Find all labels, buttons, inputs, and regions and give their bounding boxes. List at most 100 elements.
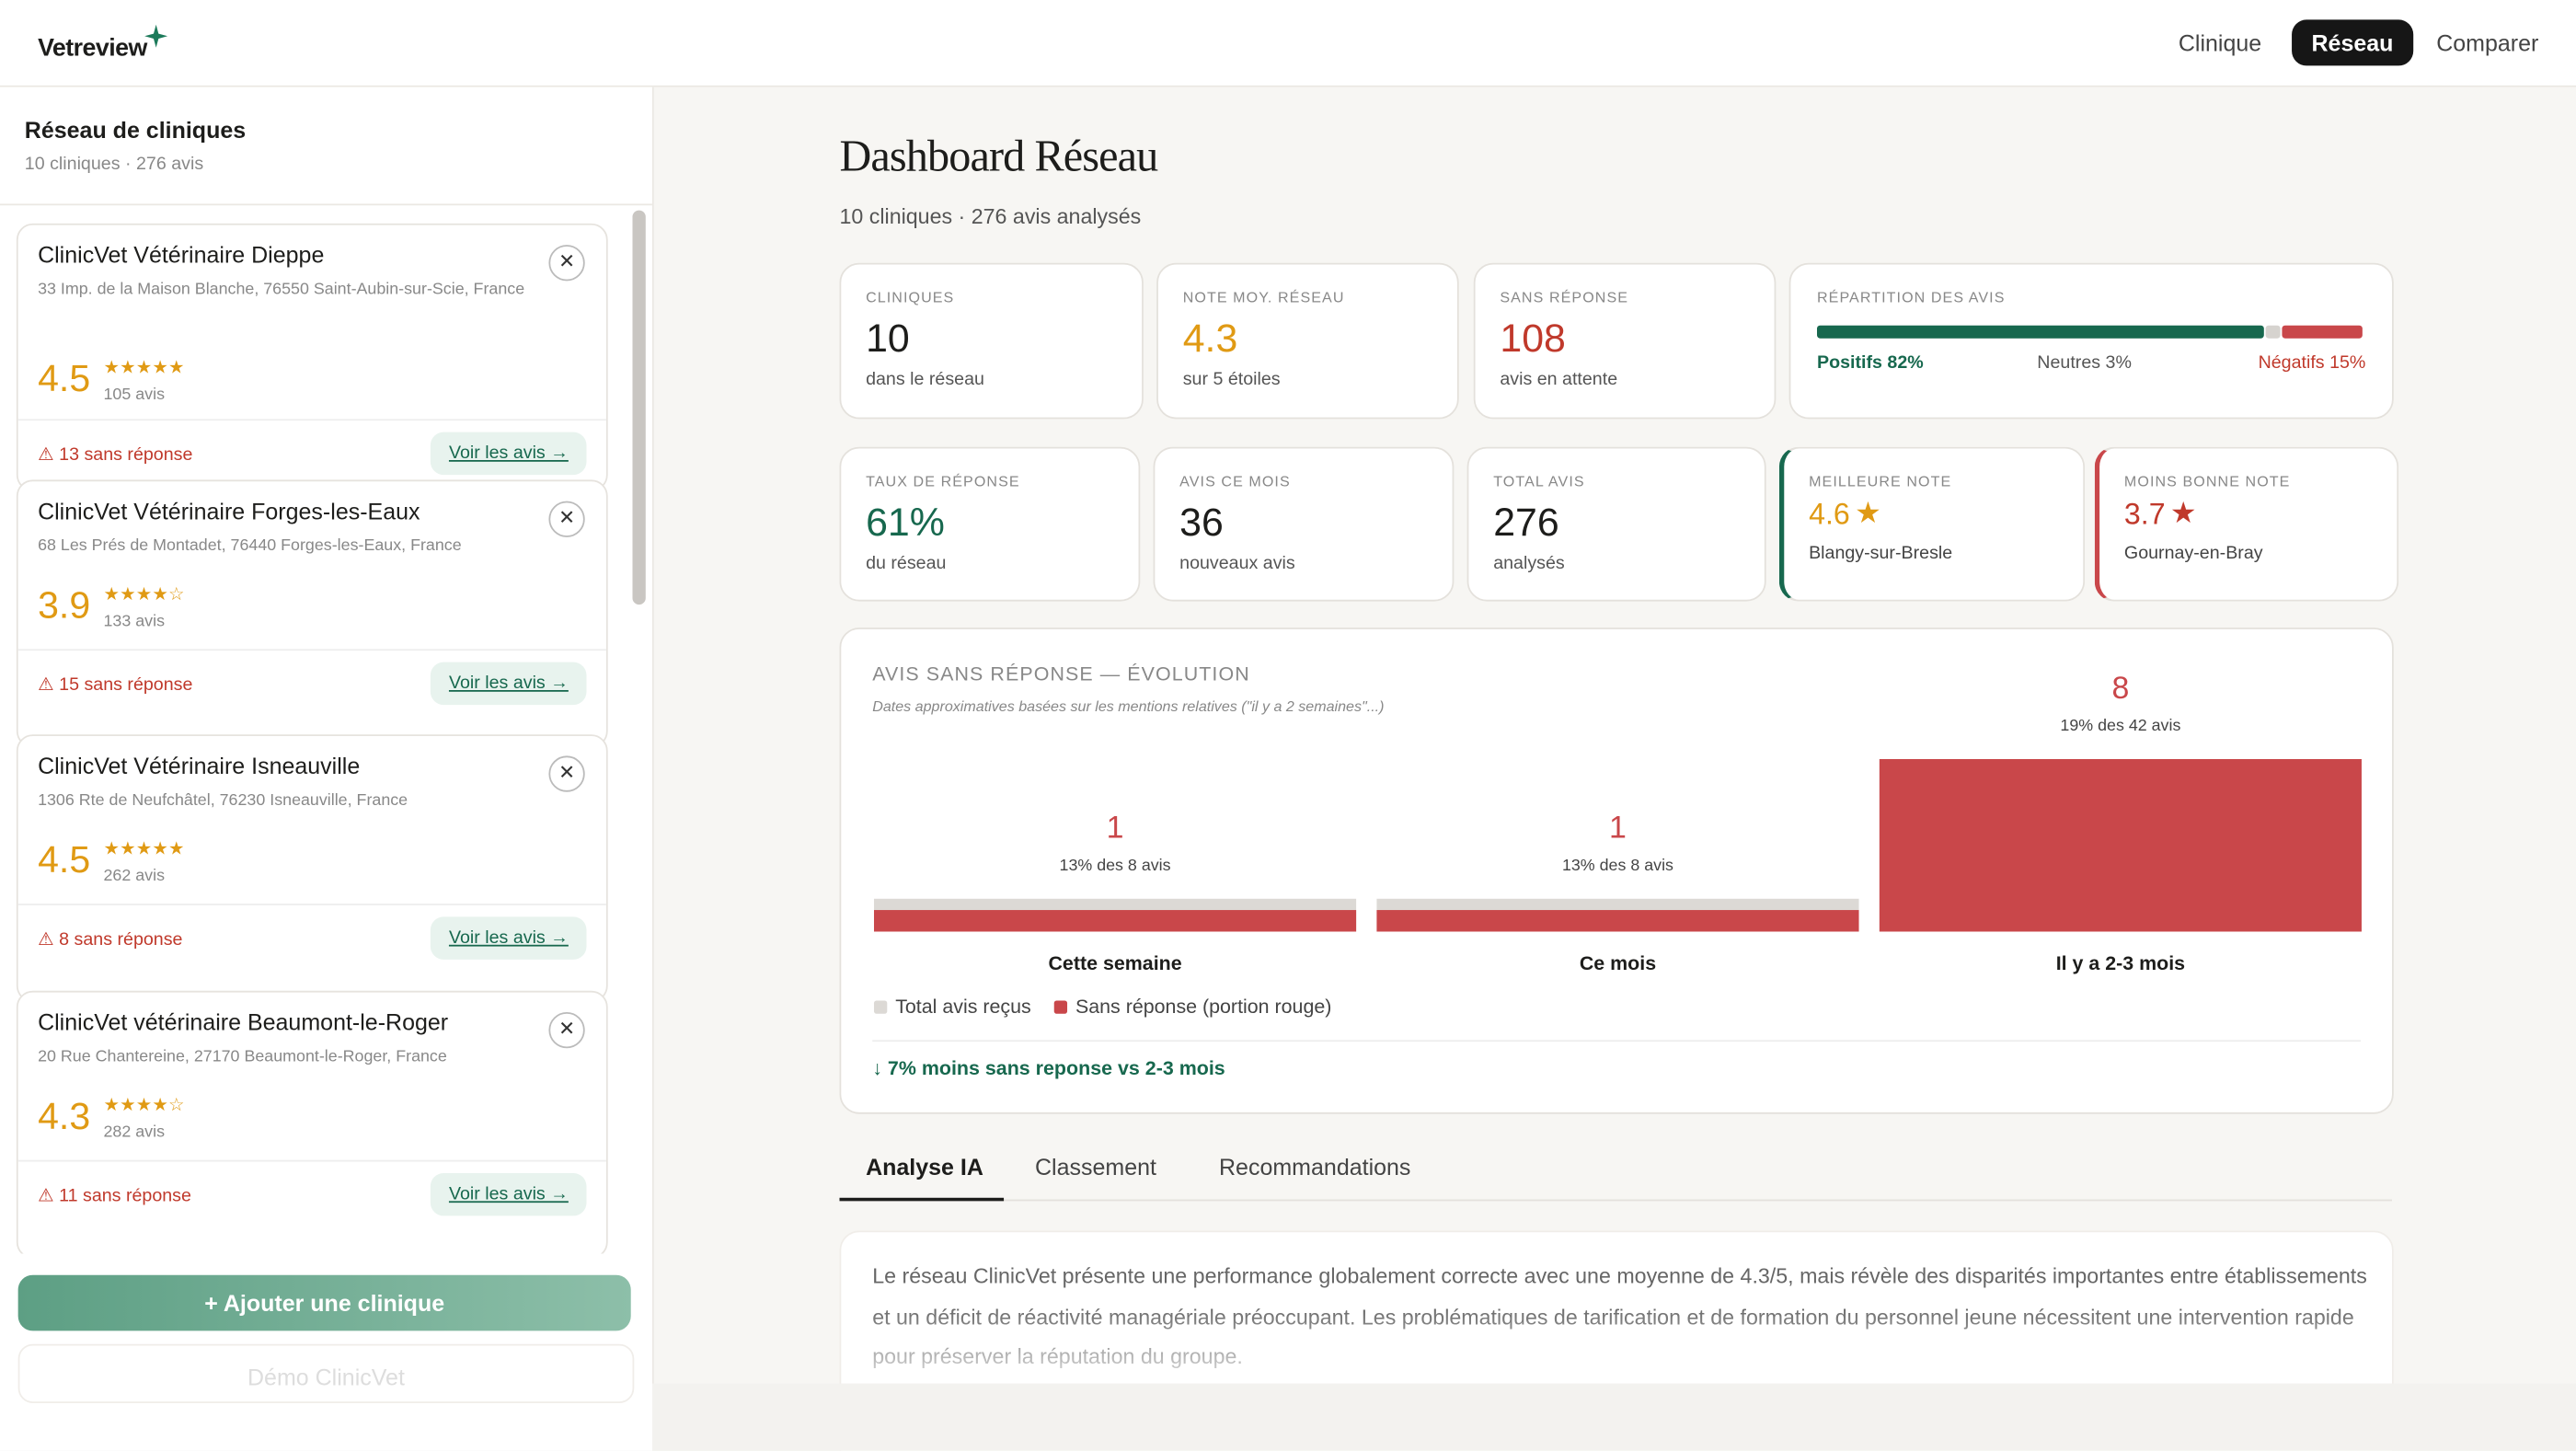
review-count: 282 avis bbox=[103, 1123, 166, 1142]
unanswered-warning: ⚠ 15 sans réponse bbox=[38, 673, 192, 694]
kpi-sub: sur 5 étoiles bbox=[1182, 369, 1281, 390]
bottom-fade bbox=[651, 1383, 2576, 1451]
kpi-card: Taux de réponse 61% du réseau bbox=[839, 446, 1141, 602]
kpi-label: Avis ce mois bbox=[1179, 473, 1291, 490]
kpi-label: Cliniques bbox=[866, 289, 955, 306]
card-divider bbox=[17, 904, 606, 905]
tab-indicator bbox=[839, 1197, 1005, 1202]
divider bbox=[872, 1040, 2362, 1042]
clinic-rating: 4.5 bbox=[38, 837, 91, 881]
sidebar: Réseau de cliniques 10 cliniques · 276 a… bbox=[0, 86, 654, 1451]
tab[interactable]: Recommandations bbox=[1218, 1153, 1411, 1180]
rating-stars: ★★★★☆ bbox=[103, 583, 185, 605]
kpi-card: Moins bonne note 3.7 ★ Gournay-en-Bray bbox=[2094, 446, 2399, 602]
page-subtitle: 10 cliniques · 276 avis analysés bbox=[839, 203, 1142, 229]
chart-card: Avis sans réponse — évolution Dates appr… bbox=[839, 628, 2394, 1114]
clinic-name: ClinicVet vétérinaire Beaumont-le-Roger bbox=[38, 1008, 449, 1035]
bar-detail: 13% des 8 avis bbox=[1060, 856, 1171, 874]
x-label: Cette semaine bbox=[1048, 952, 1181, 974]
add-clinic-button[interactable]: + Ajouter une clinique bbox=[17, 1274, 631, 1331]
view-reviews-link[interactable]: Voir les avis → bbox=[431, 916, 587, 960]
nav-link-active[interactable]: Réseau bbox=[2292, 19, 2413, 66]
warning-text: 11 sans réponse bbox=[59, 1185, 191, 1205]
kpi-value: 36 bbox=[1179, 501, 1224, 546]
warning-text: 8 sans réponse bbox=[59, 929, 183, 950]
distribution-segment bbox=[2265, 325, 2281, 339]
x-label: Il y a 2-3 mois bbox=[2056, 952, 2185, 974]
clinic-address: 33 Imp. de la Maison Blanche, 76550 Sain… bbox=[38, 281, 525, 299]
nav-link[interactable]: Comparer bbox=[2436, 29, 2539, 56]
distribution-bar bbox=[1816, 325, 2363, 339]
distribution-neutral: Neutres 3% bbox=[2037, 352, 2132, 374]
kpi-label: Moins bonne note bbox=[2123, 473, 2291, 490]
remove-button[interactable]: ✕ bbox=[548, 500, 585, 537]
distribution-segment bbox=[1816, 325, 2264, 339]
kpi-card: Cliniques 10 dans le réseau bbox=[839, 262, 1144, 420]
warning-text: 15 sans réponse bbox=[59, 674, 193, 695]
view-reviews-link[interactable]: Voir les avis → bbox=[431, 1172, 587, 1215]
page-title: Dashboard Réseau bbox=[839, 131, 1158, 181]
kpi-value: 276 bbox=[1493, 501, 1559, 546]
unanswered-bar bbox=[1879, 758, 2362, 932]
kpi-sub: Blangy-sur-Bresle bbox=[1809, 544, 1953, 564]
kpi-value: 4.6 bbox=[1809, 498, 1850, 531]
kpi-label: Total avis bbox=[1493, 473, 1585, 490]
kpi-value: 3.7 bbox=[2123, 498, 2166, 531]
legend-label: Total avis reçus bbox=[895, 996, 1031, 1018]
scrollbar[interactable] bbox=[632, 210, 646, 605]
view-reviews-link[interactable]: Voir les avis → bbox=[431, 661, 587, 705]
clinic-card[interactable]: ClinicVet Vétérinaire Forges-les-Eaux 68 … bbox=[16, 478, 608, 747]
nav-link[interactable]: Clinique bbox=[2178, 29, 2262, 56]
kpi-sub: nouveaux avis bbox=[1179, 553, 1295, 574]
legend-swatch bbox=[1053, 1000, 1068, 1014]
remove-button[interactable]: ✕ bbox=[548, 755, 585, 792]
divider bbox=[0, 203, 652, 206]
remove-button[interactable]: ✕ bbox=[548, 245, 585, 282]
kpi-card: Meilleure note 4.6 ★ Blangy-sur-Bresle bbox=[1778, 446, 2086, 602]
kpi-value: 10 bbox=[866, 317, 910, 362]
bar-value: 8 bbox=[2111, 671, 2129, 706]
tab[interactable]: Classement bbox=[1034, 1153, 1157, 1180]
kpi-value: 4.3 bbox=[1182, 317, 1238, 362]
tab-active[interactable]: Analyse IA bbox=[866, 1153, 983, 1180]
kpi-sub: Gournay-en-Bray bbox=[2123, 544, 2263, 564]
kpi-sub: avis en attente bbox=[1500, 369, 1618, 390]
clinic-card[interactable]: ClinicVet Vétérinaire Dieppe 33 Imp. de l… bbox=[16, 223, 608, 491]
demo-button[interactable]: Démo ClinicVet bbox=[17, 1343, 635, 1403]
remove-button[interactable]: ✕ bbox=[548, 1011, 585, 1048]
clinic-address: 1306 Rte de Neufchâtel, 76230 Isneauvill… bbox=[38, 791, 408, 811]
review-count: 133 avis bbox=[103, 612, 166, 630]
kpi-label: Sans réponse bbox=[1500, 289, 1629, 306]
card-divider bbox=[17, 1158, 606, 1161]
distribution-negative: Négatifs 15% bbox=[2258, 352, 2366, 374]
bar-detail: 13% des 8 avis bbox=[1562, 856, 1673, 874]
sidebar-subtitle: 10 cliniques · 276 avis bbox=[24, 154, 204, 175]
distribution-positive: Positifs 82% bbox=[1816, 352, 1924, 374]
review-count: 262 avis bbox=[103, 867, 166, 886]
warning-icon: ⚠ bbox=[38, 929, 60, 950]
analysis-text: Le réseau ClinicVet présente une perform… bbox=[872, 1263, 2367, 1369]
unanswered-warning: ⚠ 11 sans réponse bbox=[38, 1184, 191, 1205]
kpi-sub: du réseau bbox=[866, 553, 947, 574]
view-reviews-link[interactable]: Voir les avis → bbox=[431, 432, 587, 476]
distribution-card: Répartition des avis Positifs 82% Neutre… bbox=[1788, 262, 2394, 420]
clinic-rating: 3.9 bbox=[38, 582, 91, 626]
bar-value: 1 bbox=[1609, 811, 1627, 846]
logo[interactable]: Vetreview bbox=[38, 34, 147, 63]
distribution-segment bbox=[2282, 325, 2363, 339]
clinic-address: 68 Les Prés de Montadet, 76440 Forges-le… bbox=[38, 536, 462, 555]
kpi-card: Avis ce mois 36 nouveaux avis bbox=[1153, 446, 1455, 602]
clinic-card[interactable]: ClinicVet vétérinaire Beaumont-le-Roger 2… bbox=[16, 989, 608, 1258]
header: Vetreview Clinique Réseau Comparer bbox=[0, 0, 2576, 87]
card-divider bbox=[17, 648, 606, 651]
unanswered-warning: ⚠ 8 sans réponse bbox=[38, 928, 182, 950]
clinic-card[interactable]: ClinicVet Vétérinaire Isneauville 1306 Rt… bbox=[16, 734, 608, 1003]
logo-sparkle bbox=[144, 24, 168, 48]
clinic-rating: 4.5 bbox=[38, 356, 91, 399]
kpi-card: Note moy. réseau 4.3 sur 5 étoiles bbox=[1156, 262, 1459, 420]
kpi-label: Taux de réponse bbox=[866, 473, 1020, 490]
kpi-sub: analysés bbox=[1493, 553, 1565, 574]
kpi-label: Note moy. réseau bbox=[1182, 289, 1345, 306]
